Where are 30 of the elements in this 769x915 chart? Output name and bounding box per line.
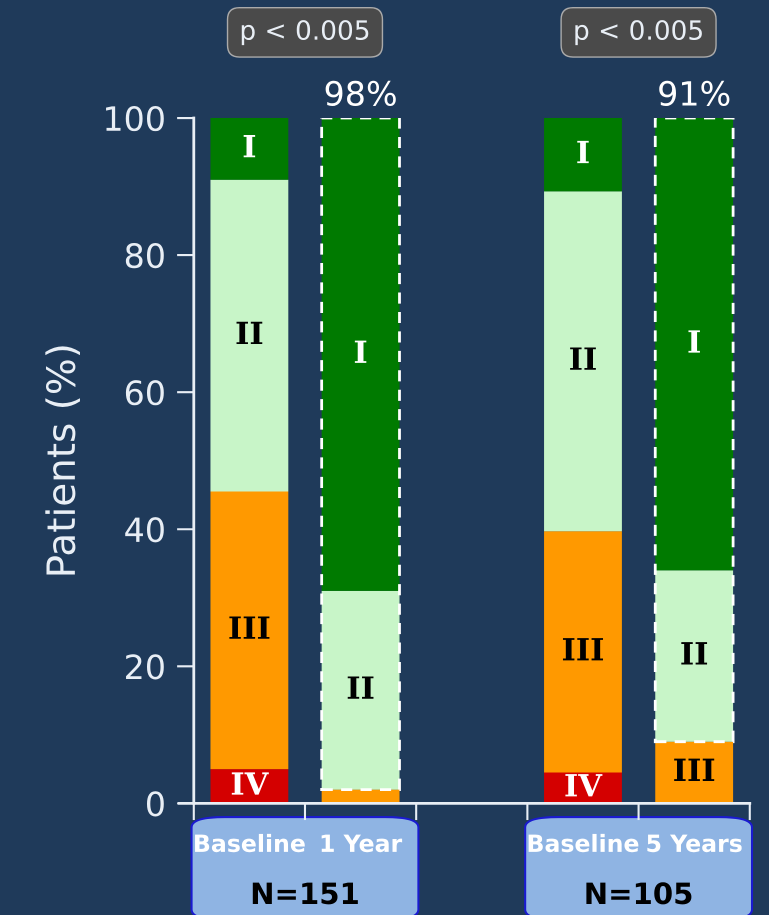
x-tick-label: Baseline: [195, 834, 305, 852]
series-label: III: [674, 758, 714, 781]
text: II: [681, 642, 708, 664]
y-tick-label: 80: [126, 243, 164, 268]
text: N=105: [586, 882, 692, 904]
y-tick-label: 0: [147, 791, 164, 817]
y-tick-label: 60: [126, 380, 164, 406]
text: I: [577, 140, 589, 164]
y-tick-label: 20: [126, 654, 164, 680]
y-axis-title: Patients (%): [45, 346, 80, 575]
y-tick-label: 100: [106, 106, 164, 132]
annotation: 91%: [659, 80, 730, 106]
series-label: II: [348, 676, 374, 699]
text: III: [229, 616, 270, 639]
text: N=151: [252, 882, 358, 904]
text: III: [562, 638, 604, 660]
y-tick-label: 40: [125, 517, 164, 542]
text: IV: [232, 772, 269, 795]
x-tick-label: 1 Year: [322, 834, 402, 852]
annotation: 98%: [326, 80, 396, 106]
text: II: [236, 322, 262, 344]
text: II: [570, 347, 596, 370]
x-tick-label: Baseline: [528, 834, 638, 852]
text: p < 0.005: [242, 20, 368, 46]
x-tick-label: 5 Years: [647, 834, 742, 852]
text: I: [354, 340, 366, 363]
text: I: [688, 330, 700, 353]
series-label: I: [244, 135, 256, 158]
text: p < 0.005: [575, 20, 702, 46]
series-label: IV: [565, 774, 602, 796]
